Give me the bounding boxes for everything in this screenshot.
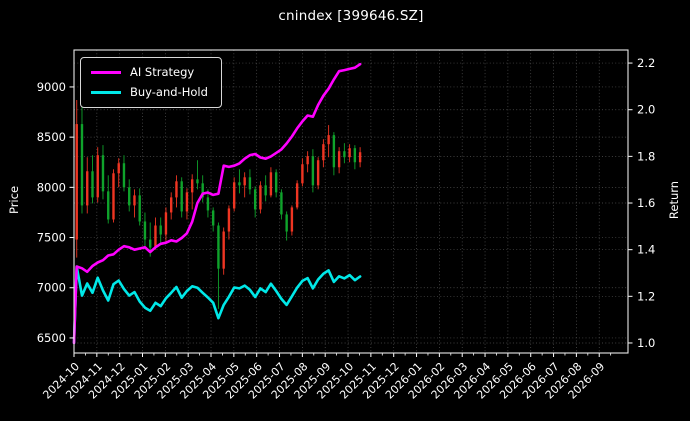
- candle: [358, 152, 362, 163]
- candle: [80, 124, 84, 206]
- candle: [217, 225, 220, 269]
- return-tick-label: 1.6: [637, 196, 655, 210]
- candle: [201, 183, 204, 198]
- candle: [159, 225, 162, 235]
- candle: [311, 156, 315, 186]
- plot-spine: [73, 49, 629, 354]
- candle: [332, 135, 336, 168]
- candle: [316, 160, 320, 186]
- price-tick-label: 9000: [37, 80, 66, 94]
- return-tick-label: 2.0: [637, 103, 655, 117]
- price-tick-label: 8500: [37, 130, 66, 144]
- candle: [122, 163, 126, 188]
- buy-and-hold-line-swatch: [91, 90, 121, 95]
- candle: [96, 155, 99, 198]
- price-tick-label: 8000: [37, 180, 66, 194]
- candle: [353, 148, 357, 163]
- candle: [112, 173, 115, 220]
- candle: [128, 187, 131, 206]
- candle: [238, 182, 241, 186]
- candle: [290, 207, 294, 232]
- candle: [280, 192, 283, 215]
- candle: [264, 185, 267, 196]
- legend-item-ai-strategy: AI Strategy: [91, 64, 208, 81]
- price-tick-label: 7500: [37, 231, 66, 245]
- candle: [185, 192, 189, 212]
- price-tick-label: 7000: [37, 281, 66, 295]
- ai-strategy-line: [72, 62, 362, 345]
- y-axis-label-price: Price: [7, 185, 21, 215]
- candle: [117, 163, 120, 174]
- legend: AI Strategy Buy-and-Hold: [80, 57, 222, 108]
- candle: [107, 191, 110, 220]
- candle: [101, 155, 105, 192]
- legend-label-ai-strategy: AI Strategy: [130, 65, 195, 79]
- candle: [169, 197, 173, 213]
- return-tick-label: 1.0: [637, 336, 655, 350]
- candle: [243, 177, 246, 186]
- candle: [232, 182, 236, 209]
- return-tick-label: 1.4: [637, 243, 655, 257]
- candles-layer: [75, 99, 362, 309]
- candle: [133, 195, 136, 206]
- return-tick-label: 1.8: [637, 149, 655, 163]
- legend-label-buy-and-hold: Buy-and-Hold: [130, 85, 208, 99]
- chart-title: cnindex [399646.SZ]: [278, 8, 424, 24]
- candle: [248, 177, 252, 190]
- legend-item-buy-and-hold: Buy-and-Hold: [91, 84, 208, 101]
- candle: [274, 172, 278, 193]
- y-axis-label-return: Return: [667, 180, 681, 220]
- candle: [301, 164, 304, 184]
- candle: [253, 189, 257, 210]
- candle: [227, 208, 231, 232]
- lines-layer: [72, 62, 362, 345]
- candle: [269, 172, 273, 196]
- candle: [322, 144, 325, 161]
- return-tick-label: 1.2: [637, 289, 655, 303]
- candle: [190, 179, 194, 193]
- candle: [206, 197, 210, 211]
- candle: [196, 179, 199, 184]
- candle: [164, 212, 168, 235]
- buy-and-hold-line: [72, 265, 362, 345]
- candle: [295, 183, 299, 208]
- candle: [180, 181, 183, 212]
- candle: [306, 156, 309, 165]
- candle: [348, 148, 351, 158]
- candle: [222, 231, 225, 269]
- candle: [154, 225, 157, 248]
- candle: [143, 221, 147, 240]
- candle: [327, 135, 330, 145]
- candle: [343, 151, 346, 158]
- return-tick-label: 2.2: [637, 56, 655, 70]
- candle: [91, 171, 94, 198]
- candle: [285, 214, 288, 232]
- price-tick-label: 6500: [37, 331, 66, 345]
- candle: [138, 195, 141, 222]
- candle: [86, 171, 89, 206]
- candle: [259, 185, 262, 210]
- candle: [75, 124, 78, 240]
- candle: [211, 210, 215, 226]
- ai-strategy-line-swatch: [91, 70, 121, 75]
- candle: [175, 181, 178, 198]
- candle: [149, 239, 152, 248]
- candle: [337, 151, 341, 168]
